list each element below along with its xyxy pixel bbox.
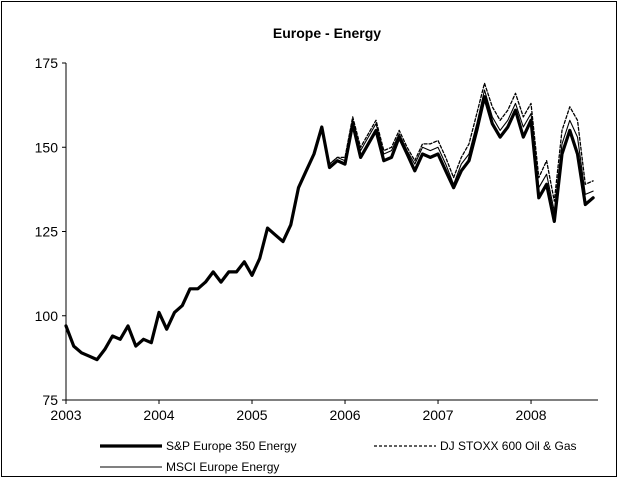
y-tick-label: 100 <box>35 308 59 324</box>
x-tick-label: 2007 <box>422 407 453 423</box>
chart-title: Europe - Energy <box>273 25 381 41</box>
legend-label-1: DJ STOXX 600 Oil & Gas <box>440 439 577 453</box>
y-tick-label: 75 <box>42 392 58 408</box>
axes: 75 100 125 150 175 2003 2004 2005 2006 2007 2008 <box>35 55 598 423</box>
y-tick-label: 125 <box>35 224 59 240</box>
x-tick-label: 2003 <box>50 407 81 423</box>
x-tick-label: 2006 <box>329 407 360 423</box>
series-line-1 <box>65 82 594 361</box>
series-layer <box>64 82 595 362</box>
y-tick-label: 150 <box>35 139 59 155</box>
y-tick-label: 175 <box>35 55 59 71</box>
legend: S&P Europe 350 Energy DJ STOXX 600 Oil & … <box>100 439 577 474</box>
legend-label-0: S&P Europe 350 Energy <box>166 439 297 453</box>
x-tick-label: 2008 <box>515 407 546 423</box>
series-line-0 <box>64 95 595 362</box>
x-tick-label: 2005 <box>236 407 267 423</box>
x-tick-label: 2004 <box>143 407 174 423</box>
legend-label-2: MSCI Europe Energy <box>166 460 279 474</box>
series-line-2 <box>65 89 594 361</box>
